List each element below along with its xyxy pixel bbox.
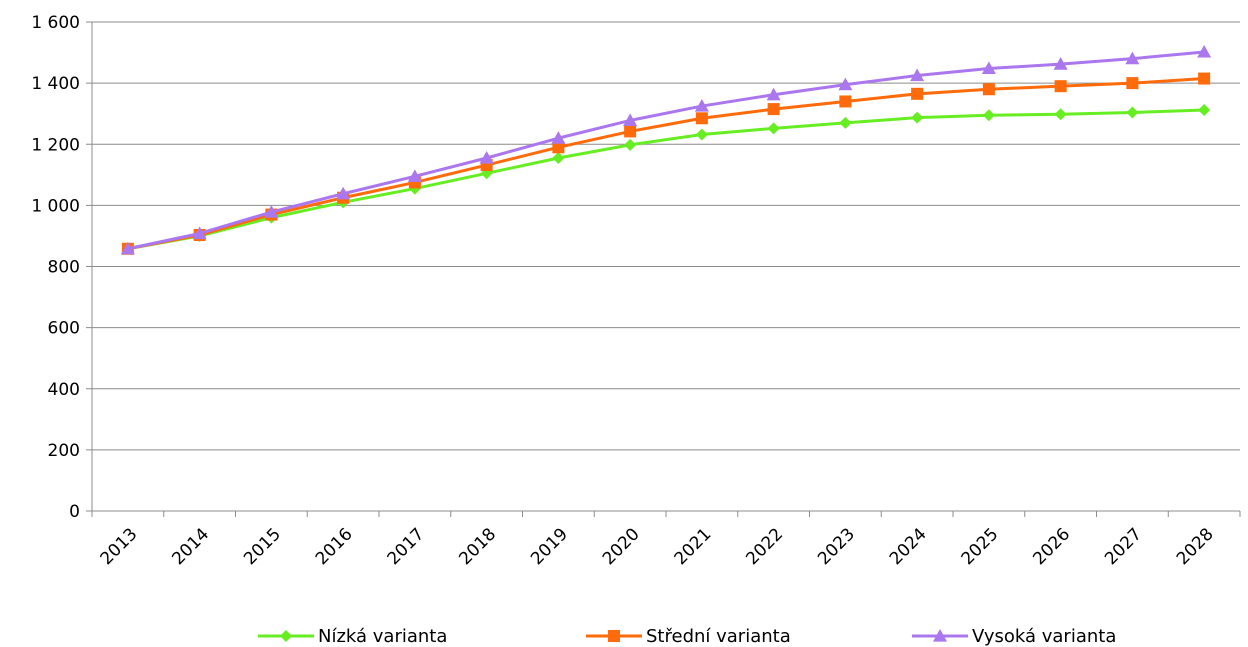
data-point <box>552 141 565 154</box>
data-point <box>1126 106 1139 119</box>
y-tick-label: 200 <box>48 441 80 461</box>
gridlines <box>92 21 1240 451</box>
data-point <box>623 113 638 127</box>
x-tick-label: 2024 <box>886 524 931 569</box>
data-point <box>1126 77 1139 90</box>
data-point <box>767 122 780 135</box>
data-point <box>192 226 207 240</box>
x-tick-label: 2018 <box>455 524 500 569</box>
data-point <box>767 103 780 116</box>
x-tick-label: 2015 <box>240 524 285 569</box>
x-tick-labels: 2013 2014 2015 2016 2017 2018 2019 2020 2021 2022… <box>97 524 1218 569</box>
data-point <box>766 87 781 101</box>
x-tick-label: 2022 <box>742 524 787 569</box>
data-point <box>839 95 852 108</box>
y-tick-label: 800 <box>48 258 80 278</box>
series-line <box>127 108 1205 251</box>
data-point <box>911 111 924 124</box>
data-point <box>1197 44 1212 58</box>
data-point <box>624 138 637 151</box>
data-point <box>1053 57 1068 70</box>
data-point <box>911 87 924 100</box>
x-tick-label: 2013 <box>97 524 142 569</box>
series-line <box>127 77 1205 251</box>
x-tick-label: 2026 <box>1029 524 1074 569</box>
data-point <box>1125 51 1140 65</box>
legend-item: Střední varianta <box>586 626 791 647</box>
series-1 <box>121 104 1211 255</box>
data-point <box>695 128 708 141</box>
data-point <box>1054 80 1067 93</box>
x-tick-label: 2014 <box>168 524 213 569</box>
data-point <box>1198 104 1211 117</box>
x-tick-label: 2016 <box>312 524 357 569</box>
y-tick-label: 1 600 <box>31 13 80 33</box>
legend-label: Nízká varianta <box>318 626 447 647</box>
series-2 <box>121 72 1211 255</box>
legend-label: Střední varianta <box>646 626 791 647</box>
x-tick-label: 2025 <box>958 524 1003 569</box>
y-tick-label: 600 <box>48 319 80 339</box>
y-tick-label: 400 <box>48 380 80 400</box>
data-point <box>695 112 708 125</box>
data-point <box>479 151 494 164</box>
data-point <box>407 169 422 182</box>
data-point <box>838 77 853 91</box>
y-tick-label: 1 400 <box>31 74 80 94</box>
series-line <box>127 50 1205 251</box>
data-point <box>1198 72 1211 85</box>
data-point <box>551 131 566 144</box>
data-point <box>981 61 996 75</box>
legend-marker <box>933 629 947 642</box>
y-tick-label: 1 200 <box>31 135 80 155</box>
legend: Nízká varianta Střední varianta Vysoká var… <box>258 626 1116 647</box>
legend-label: Vysoká varianta <box>972 626 1116 647</box>
x-tick-label: 2020 <box>599 524 644 569</box>
data-point <box>1054 108 1067 121</box>
x-tick-label: 2021 <box>671 524 716 569</box>
x-tick-label: 2028 <box>1173 524 1218 569</box>
legend-marker <box>608 630 620 642</box>
series-layer <box>120 44 1212 255</box>
data-point <box>982 83 995 96</box>
legend-item: Nízká varianta <box>258 626 447 647</box>
data-point <box>694 99 709 112</box>
series-3 <box>120 44 1212 255</box>
x-tick-label: 2027 <box>1101 524 1146 569</box>
data-point <box>910 68 925 82</box>
data-point <box>624 125 637 138</box>
legend-item: Vysoká varianta <box>912 626 1116 647</box>
data-point <box>839 116 852 129</box>
data-point <box>336 186 351 200</box>
legend-marker <box>280 630 292 642</box>
y-tick-labels: 0 200 400 600 800 1 000 1 200 1 400 1 600 <box>31 13 80 522</box>
x-tick-label: 2023 <box>814 524 859 569</box>
y-tick-label: 1 000 <box>31 196 80 216</box>
data-point <box>120 241 135 255</box>
x-tick-label: 2019 <box>527 524 572 569</box>
data-point <box>982 109 995 122</box>
data-point <box>264 205 279 218</box>
data-point <box>552 152 565 165</box>
axes <box>86 21 1241 517</box>
x-tick-label: 2017 <box>384 524 429 569</box>
y-tick-label: 0 <box>69 502 80 522</box>
